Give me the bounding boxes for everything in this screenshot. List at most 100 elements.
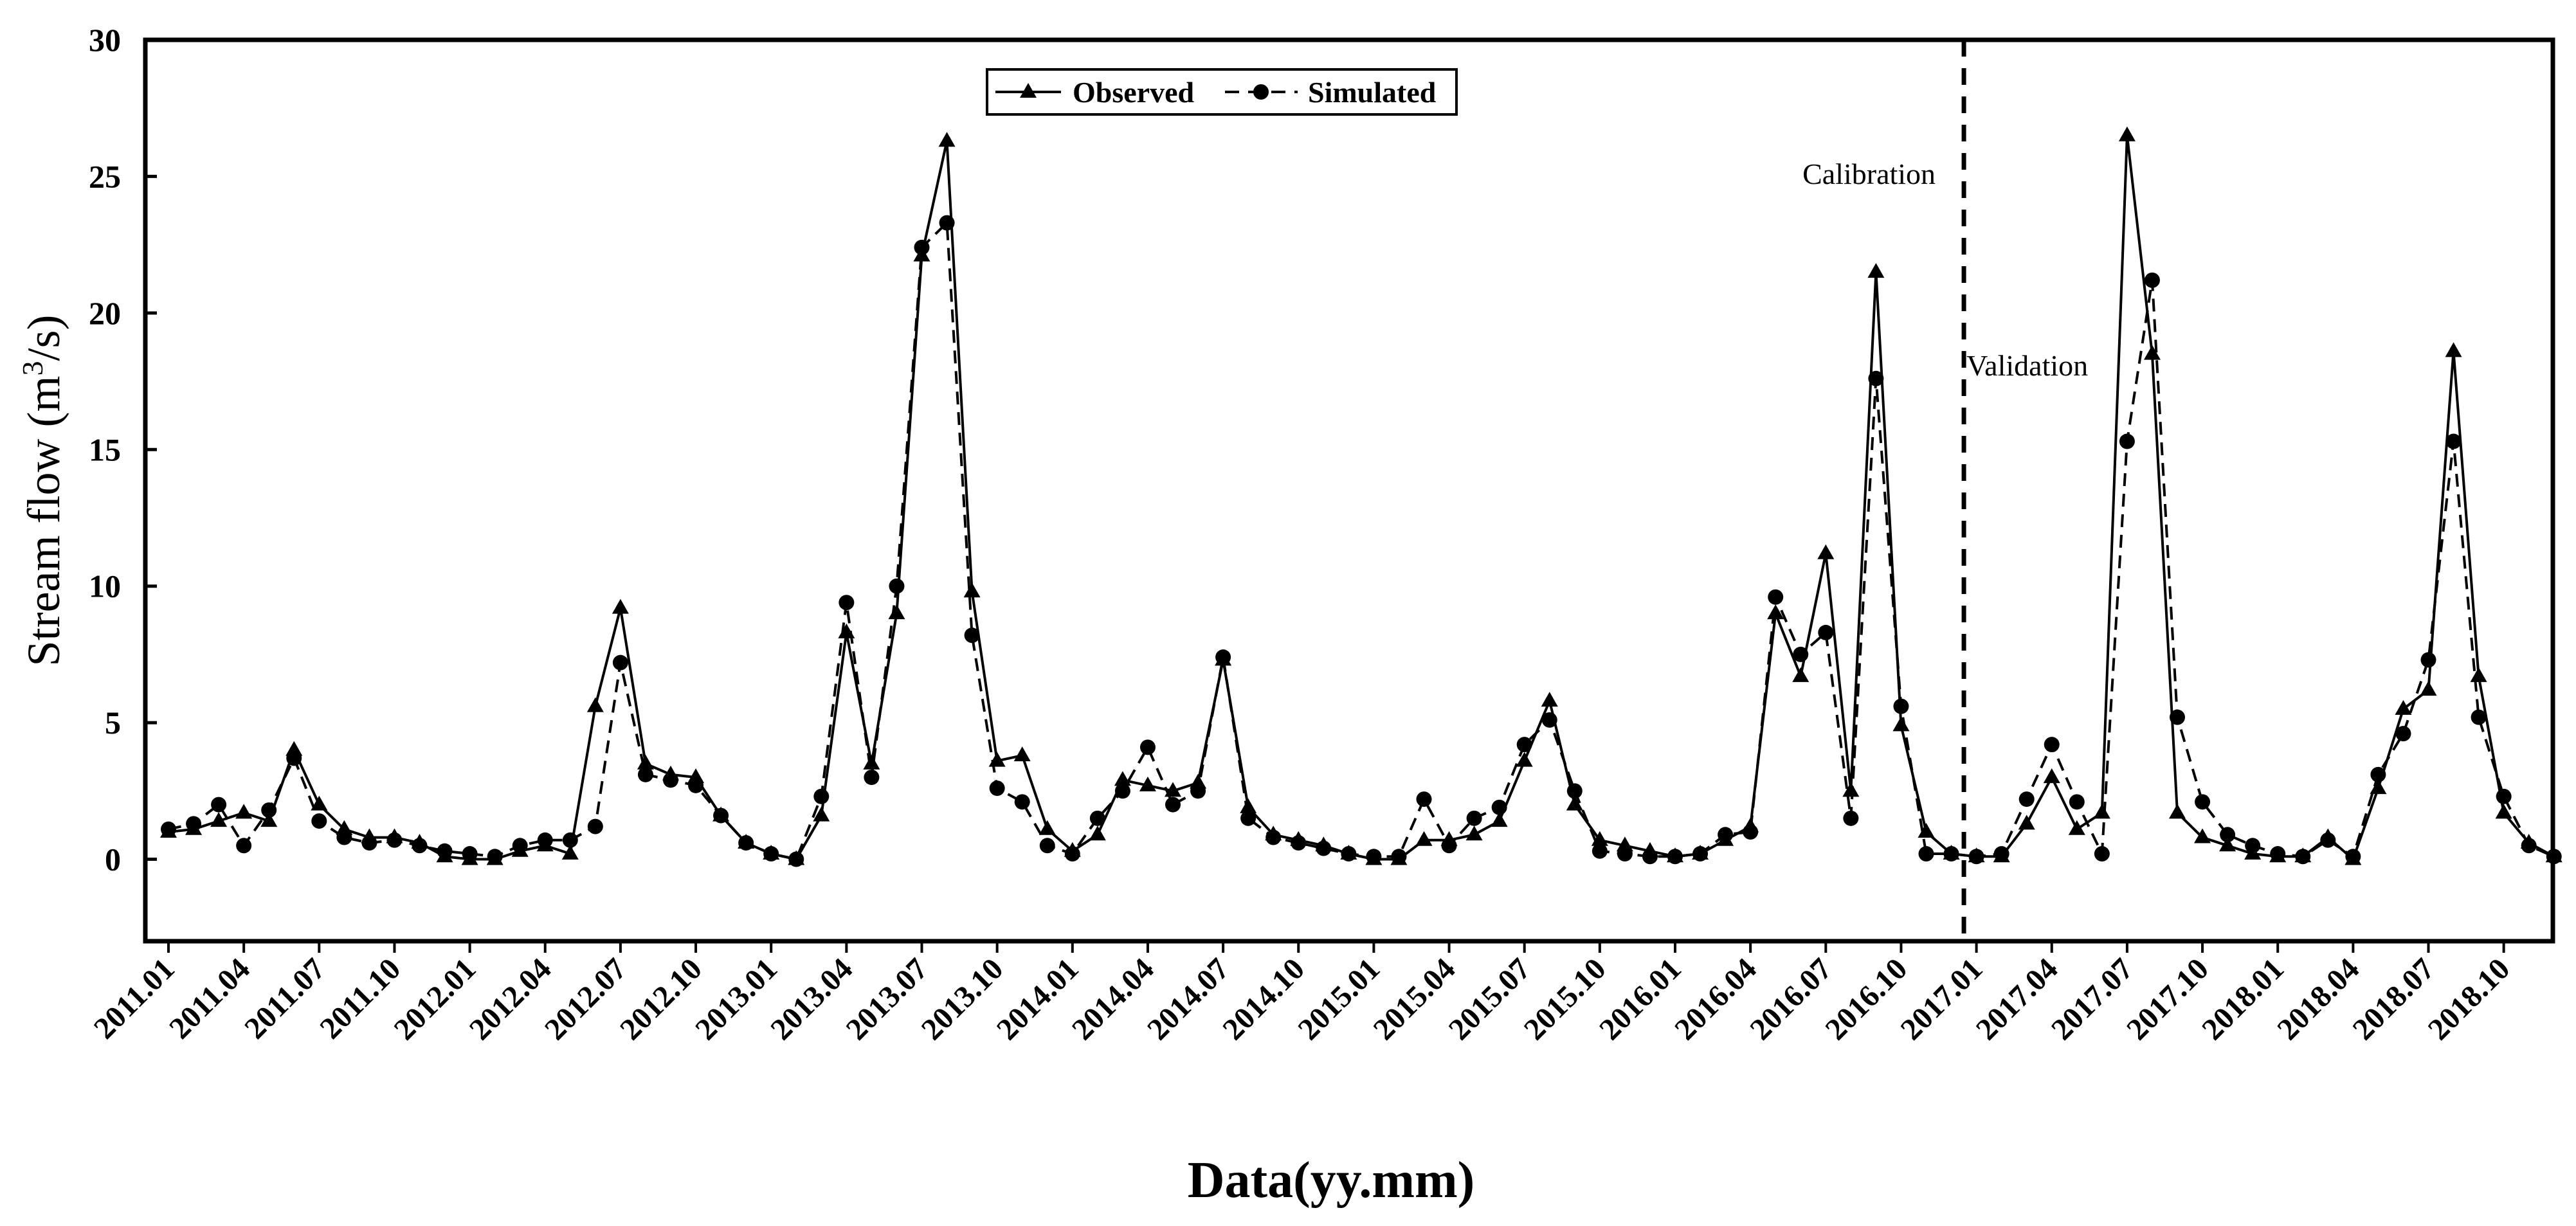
legend-box [986, 68, 1458, 116]
x-tick-label: 2017.10 [2120, 951, 2215, 1047]
observed-point [2169, 804, 2186, 819]
simulated-point [1341, 846, 1357, 862]
simulated-point [1516, 737, 1532, 753]
simulated-point [964, 627, 980, 644]
observed-point [963, 582, 981, 598]
simulated-point [1039, 838, 1055, 854]
simulated-point [386, 832, 403, 848]
y-tick-label: 0 [105, 842, 121, 878]
simulated-point [1968, 849, 1984, 865]
observed-point [2043, 768, 2060, 784]
x-tick-label: 2018.01 [2195, 951, 2290, 1047]
x-tick-label: 2015.07 [1442, 951, 1537, 1047]
x-tick-label: 2013.01 [689, 951, 784, 1047]
simulated-point [2094, 846, 2110, 862]
x-tick-label: 2015.01 [1291, 951, 1386, 1047]
observed-point [1591, 831, 1608, 846]
observed-point [2495, 804, 2512, 819]
observed-point [1918, 823, 1935, 838]
y-axis-title-sup: 3 [16, 361, 49, 376]
x-tick-label: 2016.07 [1743, 951, 1838, 1047]
simulated-point [2445, 433, 2462, 449]
legend-simulated-label: Simulated [1308, 76, 1437, 109]
simulated-point [1240, 810, 1256, 826]
simulated-point [2395, 726, 2411, 742]
simulated-point [1014, 794, 1030, 810]
simulated-point [989, 780, 1005, 797]
observed-point [561, 845, 579, 860]
simulated-point [738, 835, 754, 851]
observed-point [2420, 681, 2437, 696]
observed-point [1415, 831, 1433, 846]
observed-point [260, 812, 278, 827]
simulated-point [2295, 849, 2311, 865]
simulated-point [1843, 810, 1859, 826]
simulated-point [1316, 840, 1332, 856]
observed-point [1114, 771, 1131, 786]
simulated-point [1592, 843, 1608, 859]
simulated-point [914, 239, 930, 255]
simulated-point [1491, 799, 1507, 815]
y-tick-label: 30 [89, 22, 121, 58]
simulated-point [688, 777, 704, 793]
simulated-point [1114, 783, 1130, 799]
legend-observed-label: Observed [1073, 76, 1195, 109]
y-tick-label: 20 [89, 295, 121, 331]
simulated-point [1466, 810, 1482, 826]
observed-point [863, 754, 880, 770]
x-tick-label: 2016.10 [1819, 951, 1914, 1047]
observed-point [2143, 345, 2161, 360]
observed-point [2370, 779, 2387, 795]
simulated-point [2521, 838, 2537, 854]
simulated-point [1718, 827, 1734, 843]
simulated-point [2119, 433, 2135, 449]
x-tick-label: 2014.07 [1141, 951, 1236, 1047]
x-tick-label: 2014.01 [990, 951, 1085, 1047]
simulated-point [788, 851, 804, 867]
plot-frame [143, 37, 2555, 944]
simulated-point [1743, 824, 1759, 840]
observed-point [1541, 692, 1558, 707]
simulated-point [1441, 838, 1457, 854]
observed-point [2219, 836, 2236, 852]
simulated-point [1768, 589, 1784, 605]
x-tick-label: 2018.10 [2422, 951, 2517, 1047]
observed-point [1566, 795, 1583, 811]
series-simulated [161, 215, 2562, 867]
simulated-point [211, 797, 227, 813]
observed-point [2445, 342, 2462, 357]
simulated-point [1089, 810, 1105, 826]
simulated-point [437, 843, 453, 859]
x-tick-label: 2017.07 [2045, 951, 2140, 1047]
simulated-point [763, 846, 779, 862]
simulated-point [487, 849, 503, 865]
simulated-point [2320, 832, 2336, 848]
simulated-point [2496, 788, 2512, 804]
simulated-point [1617, 846, 1633, 862]
simulated-point [311, 813, 327, 829]
observed-point [2194, 828, 2211, 843]
simulated-point [1893, 698, 1909, 714]
x-tick-label: 2014.10 [1216, 951, 1311, 1047]
simulated-point [864, 770, 880, 786]
observed-point [2118, 126, 2136, 141]
simulated-point [2420, 652, 2436, 668]
observed-point [2093, 804, 2110, 819]
observed-point [311, 795, 328, 811]
series-layer [160, 126, 2562, 867]
simulated-point [1291, 835, 1307, 851]
simulated-point [1139, 739, 1156, 755]
y-axis-title: Stream flow (m3/s) [16, 315, 69, 667]
series-line-simulated [168, 221, 2555, 861]
y-tick-label: 5 [105, 705, 121, 741]
validation-label: Validation [1966, 349, 2088, 382]
simulated-point [1064, 846, 1080, 862]
x-tick-label: 2014.04 [1066, 951, 1161, 1047]
observed-point [1491, 812, 1508, 827]
simulated-point [587, 818, 603, 834]
observed-point [938, 132, 956, 147]
x-tick-label: 2013.07 [839, 951, 934, 1047]
x-tick-label: 2016.04 [1668, 951, 1763, 1047]
observed-point [888, 604, 905, 620]
